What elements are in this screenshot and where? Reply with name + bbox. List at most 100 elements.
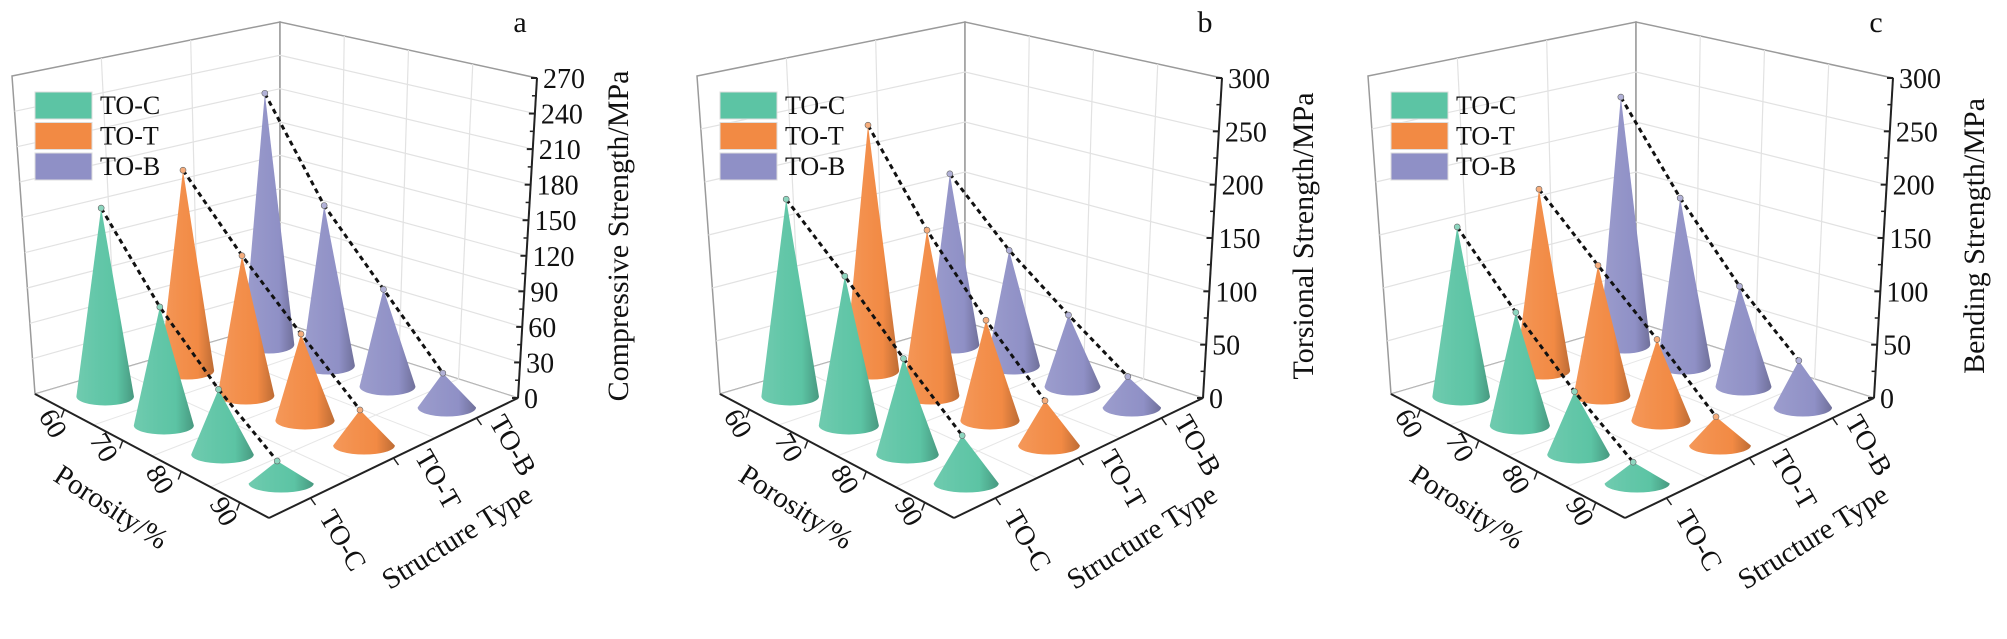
strength-tick-label: 150 [1890, 224, 1932, 255]
tip-marker [782, 195, 790, 203]
strength-tick-label: 270 [543, 64, 585, 95]
tip-marker [1629, 458, 1637, 466]
strength-tick-label: 250 [1225, 117, 1267, 148]
porosity-tick [60, 409, 65, 418]
structure-tick-label: TO-T [1764, 445, 1822, 515]
legend: TO-CTO-TTO-B [1390, 91, 1516, 181]
cone-to-b-70 [986, 250, 1040, 375]
structure-tick [1077, 457, 1085, 466]
cone-to-c-90 [248, 460, 314, 493]
cone-to-b-90 [417, 373, 477, 417]
tip-marker [297, 330, 305, 338]
wall-gridline [1754, 49, 1766, 361]
cone-to-c-70 [133, 306, 194, 435]
tip-marker [1712, 413, 1720, 421]
porosity-tick [1416, 409, 1421, 418]
structure-tick [475, 417, 483, 426]
tip-marker [1676, 194, 1684, 202]
structure-tick-label: TO-B [483, 410, 542, 482]
wall-gridline [1813, 63, 1830, 380]
porosity-tick [177, 471, 182, 480]
structure-tick-label: TO-B [1168, 410, 1227, 482]
floor-gridline [210, 378, 459, 488]
legend-label: TO-T [100, 122, 159, 151]
strength-tick-label: 120 [532, 242, 574, 273]
porosity-tick [862, 471, 867, 480]
floor-gridline [836, 359, 1085, 457]
cone-to-c-70 [1489, 312, 1550, 435]
porosity-tick [745, 409, 750, 418]
panel-label: c [1869, 6, 1882, 39]
strength-tick-label: 0 [1880, 384, 1894, 415]
strength-tick-label: 210 [539, 135, 581, 166]
structure-tick [994, 497, 1002, 506]
cone-to-c-60 [761, 199, 819, 406]
tip-marker [356, 406, 364, 414]
strength-tick-label: 0 [524, 384, 538, 415]
cone-to-b-80 [359, 289, 416, 396]
legend-label: TO-B [785, 152, 845, 181]
wall-gridline [1142, 63, 1159, 380]
tip-marker [946, 170, 954, 178]
legend-label: TO-B [100, 152, 160, 181]
wall-gridline [1023, 35, 1030, 342]
tip-marker [215, 386, 222, 393]
tip-marker [1594, 262, 1602, 269]
porosity-axis [719, 393, 955, 519]
cone-to-c-60 [1432, 226, 1490, 406]
strength-tick-label: 30 [526, 348, 554, 379]
cone-to-c-80 [1547, 391, 1610, 464]
cone-to-t-90 [1689, 416, 1751, 455]
cone-to-b-60 [243, 93, 295, 354]
tip-marker [982, 316, 990, 324]
structure-tick-label: TO-C [1669, 505, 1728, 577]
cone-to-b-80 [1715, 286, 1772, 396]
tip-marker [1124, 373, 1132, 380]
floor-gridline [1507, 359, 1756, 457]
porosity-axis [1390, 393, 1626, 519]
cone-to-t-80 [1631, 339, 1691, 430]
cone-to-b-90 [1102, 376, 1162, 417]
trend-line-to-b [948, 172, 1129, 378]
tip-marker [900, 355, 907, 362]
strength-tick-label: 50 [1212, 331, 1240, 362]
wall-gridline [457, 63, 474, 380]
wall-gridline [1083, 49, 1095, 361]
porosity-tick [1592, 502, 1597, 511]
tip-marker [1041, 397, 1049, 405]
tip-marker [97, 204, 105, 212]
tip-marker [238, 252, 246, 259]
strength-tick-label: 240 [541, 100, 583, 131]
trend-line-to-c [785, 198, 964, 437]
cone-to-c-70 [818, 276, 879, 435]
tip-marker [439, 369, 447, 377]
structure-tick-label: TO-T [408, 445, 466, 515]
tip-marker [1736, 282, 1743, 290]
cone-to-c-60 [76, 208, 134, 406]
trend-line-to-c [99, 207, 279, 462]
strength-tick-label: 50 [1883, 331, 1911, 362]
cone-to-t-80 [275, 333, 335, 430]
tip-marker [841, 272, 849, 280]
tip-marker [1617, 93, 1625, 101]
strength-tick-label: 0 [1209, 384, 1223, 415]
legend-label: TO-T [785, 122, 844, 151]
strength-tick-label: 60 [528, 313, 556, 344]
strength-tick-label: 250 [1896, 117, 1938, 148]
trend-line-to-b [263, 92, 445, 374]
porosity-tick [1475, 440, 1480, 449]
strength-tick-label: 300 [1228, 64, 1270, 95]
tip-marker [1512, 309, 1520, 316]
floor-gridline [895, 378, 1144, 488]
porosity-tick [236, 502, 241, 511]
strength-axis-title: Torsional Strength/MPa [1287, 92, 1320, 379]
legend: TO-CTO-TTO-B [34, 91, 160, 181]
legend-swatch-to-b [1390, 152, 1449, 181]
porosity-tick [804, 440, 809, 449]
strength-tick-label: 90 [530, 277, 558, 308]
tip-marker [1535, 185, 1543, 193]
